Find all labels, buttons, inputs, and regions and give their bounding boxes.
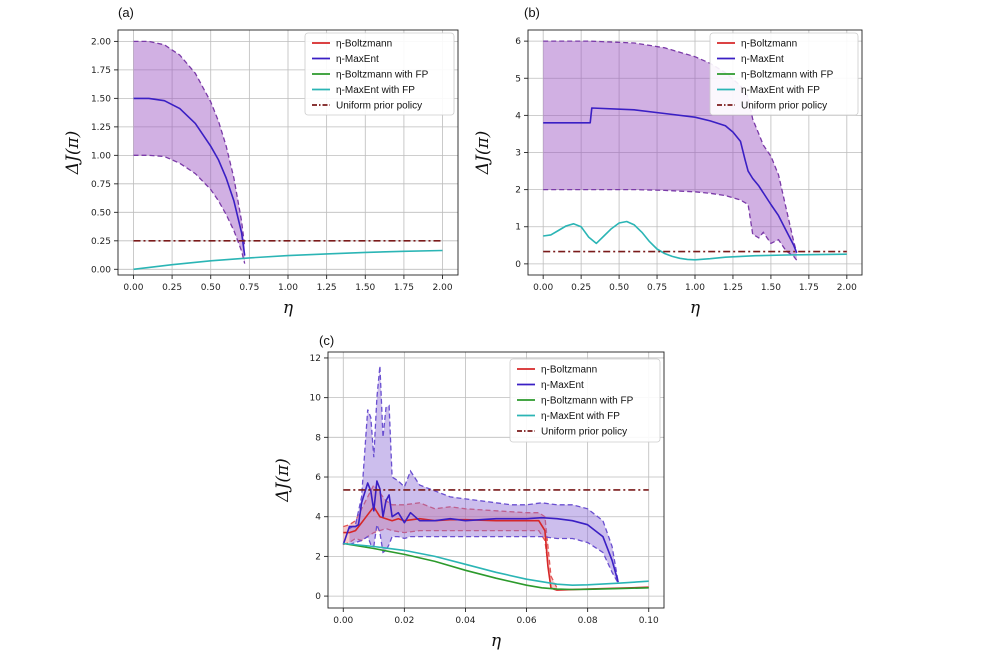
x-tick-label: 0.02 <box>394 616 414 626</box>
x-tick-label: 0.00 <box>333 616 353 626</box>
y-tick-label: 0.25 <box>91 237 111 247</box>
y-tick-label: 0.75 <box>91 180 111 190</box>
legend-entry: η-Boltzmann <box>336 39 392 50</box>
x-tick-label: 0.08 <box>578 616 598 626</box>
y-tick-label: 0 <box>315 592 321 602</box>
band-upper-edge-0 <box>133 40 246 247</box>
legend-entry: η-MaxEnt with FP <box>541 411 620 422</box>
x-tick-label: 2.00 <box>837 283 857 293</box>
y-tick-label: 1.00 <box>91 151 111 161</box>
legend-entry: η-MaxEnt <box>741 54 784 65</box>
plot-area <box>133 40 443 271</box>
x-tick-label: 0.75 <box>239 283 259 293</box>
x-tick-label: 0.75 <box>647 283 667 293</box>
x-tick-label: 1.25 <box>317 283 337 293</box>
y-tick-label: 8 <box>315 433 321 443</box>
legend-entry: η-Boltzmann with FP <box>541 396 634 407</box>
legend-entry: η-MaxEnt <box>336 54 379 65</box>
y-tick-label: 2 <box>315 552 321 562</box>
band-fill-0 <box>343 485 558 591</box>
band-upper-edge-0 <box>343 483 558 589</box>
y-tick-label: 2.00 <box>91 37 111 47</box>
y-axis-label: ΔJ(π) <box>63 131 83 176</box>
panel-label: (a) <box>118 5 134 20</box>
legend-entry: η-Boltzmann with FP <box>741 70 834 81</box>
x-tick-label: 1.00 <box>685 283 705 293</box>
y-axis-label: ΔJ(π) <box>273 458 293 503</box>
series-line-0 <box>133 97 246 256</box>
plot-area <box>342 365 649 591</box>
legend-entry: η-MaxEnt with FP <box>741 85 820 96</box>
y-tick-label: 12 <box>310 354 321 364</box>
y-tick-label: 0 <box>515 260 521 270</box>
chart-panel-0: (a) 0.00 0.25 0.50 0.75 1.00 1.25 1.50 1.75 2.00 0… <box>63 5 459 318</box>
x-axis-label: η <box>491 631 502 651</box>
y-tick-label: 1 <box>515 223 521 233</box>
y-tick-label: 0.00 <box>91 265 111 275</box>
x-axis-label: η <box>690 298 701 318</box>
x-tick-label: 0.50 <box>609 283 629 293</box>
series-line-3 <box>343 542 649 586</box>
x-tick-label: 1.75 <box>394 283 414 293</box>
x-tick-label: 1.50 <box>355 283 375 293</box>
legend-entry: η-MaxEnt <box>541 380 584 391</box>
x-tick-label: 0.04 <box>455 616 475 626</box>
legend-entry: η-Boltzmann <box>541 365 597 376</box>
legend-entry: η-MaxEnt with FP <box>336 85 415 96</box>
y-tick-label: 1.25 <box>91 123 111 133</box>
x-tick-label: 1.25 <box>723 283 743 293</box>
legend-entry: Uniform prior policy <box>741 101 827 112</box>
legend-entry: η-Boltzmann <box>741 39 797 50</box>
legend-entry: Uniform prior policy <box>336 101 422 112</box>
y-tick-label: 5 <box>515 74 521 84</box>
x-tick-label: 1.50 <box>761 283 781 293</box>
y-tick-label: 1.50 <box>91 94 111 104</box>
x-tick-label: 0.06 <box>517 616 537 626</box>
y-axis-label: ΔJ(π) <box>473 131 493 176</box>
band-lower-edge-0 <box>133 154 246 264</box>
y-tick-label: 6 <box>515 37 521 47</box>
x-axis-label: η <box>283 298 294 318</box>
y-tick-label: 6 <box>315 473 321 483</box>
x-tick-label: 2.00 <box>433 283 453 293</box>
chart-panel-2: (c) 0.00 0.02 0.04 0.06 0.08 0.10 0 2 4 6 8 10 12 η ΔJ(… <box>273 333 665 651</box>
axes-frame <box>327 351 665 609</box>
y-tick-label: 0.50 <box>91 208 111 218</box>
x-tick-label: 1.75 <box>799 283 819 293</box>
band-upper-edge-1 <box>349 365 619 583</box>
legend: η-Boltzmann η-MaxEnt η-Boltzmann with FP η-… <box>304 32 455 116</box>
x-tick-label: 1.00 <box>278 283 298 293</box>
legend: η-Boltzmann η-MaxEnt η-Boltzmann with FP η-… <box>509 358 661 443</box>
x-tick-label: 0.10 <box>639 616 659 626</box>
x-tick-label: 0.00 <box>123 283 143 293</box>
panel-label: (b) <box>524 5 540 20</box>
y-tick-label: 2 <box>515 186 521 196</box>
y-tick-label: 1.75 <box>91 66 111 76</box>
series-line-0 <box>543 107 798 254</box>
y-tick-label: 4 <box>515 111 521 121</box>
series-line-1 <box>133 249 443 271</box>
panel-label: (c) <box>319 333 334 348</box>
legend: η-Boltzmann η-MaxEnt η-Boltzmann with FP η-… <box>709 32 859 116</box>
x-tick-label: 0.50 <box>201 283 221 293</box>
legend-box <box>709 32 859 116</box>
legend-box <box>304 32 455 116</box>
x-tick-label: 0.25 <box>162 283 182 293</box>
legend-entry: Uniform prior policy <box>541 427 627 438</box>
legend-entry: η-Boltzmann with FP <box>336 70 429 81</box>
chart-panel-1: (b) 0.00 0.25 0.50 0.75 1.00 1.25 1.50 1.75 2.00 0… <box>473 5 863 318</box>
legend-box <box>509 358 661 443</box>
series-line-2 <box>343 542 649 591</box>
series-line-1 <box>543 220 847 261</box>
x-tick-label: 0.00 <box>533 283 553 293</box>
x-tick-label: 0.25 <box>571 283 591 293</box>
band-lower-edge-0 <box>343 527 558 591</box>
band-fill-1 <box>349 365 619 584</box>
y-tick-label: 10 <box>310 394 322 404</box>
y-tick-label: 3 <box>515 149 521 159</box>
series-line-1 <box>342 480 619 583</box>
band-fill-0 <box>133 41 245 264</box>
y-tick-label: 4 <box>315 513 321 523</box>
